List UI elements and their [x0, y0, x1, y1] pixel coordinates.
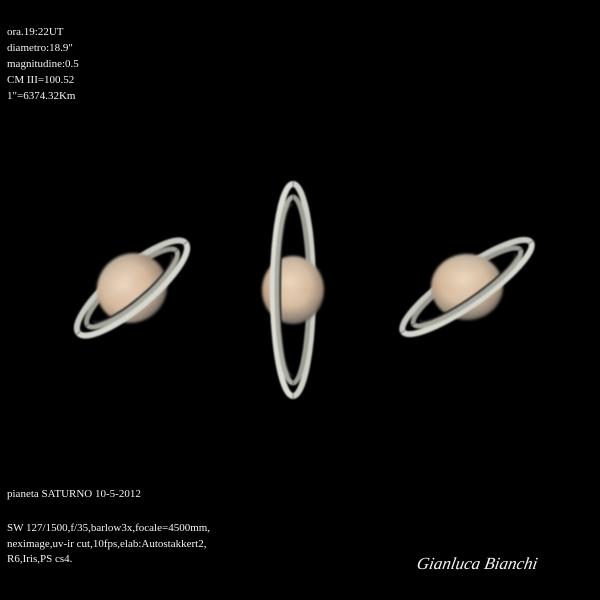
saturn-left — [57, 217, 208, 359]
observation-info: ora.19:22UT diametro:18.9" magnitudine:0… — [7, 24, 79, 104]
info-line-scale: 1"=6374.32Km — [7, 88, 79, 104]
caption-note-line: SW 127/1500,f/35,barlow3x,focale=4500mm, — [7, 521, 210, 537]
caption-note-line: R6,Iris,PS cs4. — [7, 552, 210, 568]
info-line-magnitude: magnitudine:0.5 — [7, 56, 79, 72]
author-signature: Gianluca Bianchi — [415, 554, 539, 574]
saturn-center — [262, 184, 324, 396]
caption-note-line: neximage,uv-ir cut,10fps,elab:Autostakke… — [7, 537, 210, 553]
info-line-cm: CM III=100.52 — [7, 72, 79, 88]
caption-notes: SW 127/1500,f/35,barlow3x,focale=4500mm,… — [7, 521, 210, 568]
saturn-right — [376, 203, 558, 371]
caption-title: pianeta SATURNO 10-5-2012 — [7, 487, 141, 501]
info-line-diameter: diametro:18.9" — [7, 40, 79, 56]
info-line-time: ora.19:22UT — [7, 24, 79, 40]
